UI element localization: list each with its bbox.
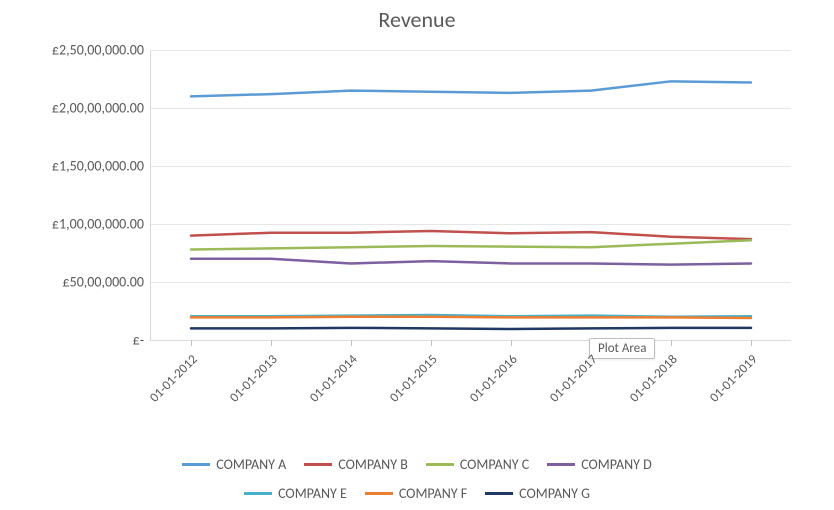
- x-axis-label: 01-01-2015: [373, 352, 440, 419]
- legend-swatch: [304, 463, 332, 466]
- y-axis-label: £1,50,00,000.00: [4, 158, 144, 175]
- x-axis-tick: [431, 340, 432, 346]
- x-axis-tick: [351, 340, 352, 346]
- series-line: [191, 259, 751, 265]
- y-axis-label: £2,00,00,000.00: [4, 100, 144, 117]
- chart-title: Revenue: [0, 6, 834, 33]
- series-line: [191, 328, 751, 329]
- y-axis-label: £2,50,00,000.00: [4, 42, 144, 59]
- legend-item[interactable]: COMPANY E: [244, 485, 347, 502]
- x-axis-label: 01-01-2018: [613, 352, 680, 419]
- x-axis-tick: [511, 340, 512, 346]
- y-axis-label: £-: [4, 332, 144, 349]
- series-line: [191, 240, 751, 249]
- series-line: [191, 317, 751, 318]
- legend-swatch: [182, 463, 210, 466]
- y-axis-label: £50,00,000.00: [4, 274, 144, 291]
- legend-item[interactable]: COMPANY C: [426, 456, 529, 473]
- tooltip-text: Plot Area: [598, 341, 646, 356]
- legend-swatch: [485, 492, 513, 495]
- series-line: [191, 231, 751, 239]
- legend-swatch: [547, 463, 575, 466]
- x-axis-label: 01-01-2012: [133, 352, 200, 419]
- series-line: [191, 81, 751, 96]
- x-axis-label: 01-01-2016: [453, 352, 520, 419]
- legend-item[interactable]: COMPANY D: [547, 456, 652, 473]
- legend-label: COMPANY D: [581, 456, 652, 473]
- legend-item[interactable]: COMPANY B: [304, 456, 408, 473]
- legend-swatch: [365, 492, 393, 495]
- legend-label: COMPANY C: [460, 456, 529, 473]
- legend-swatch: [426, 463, 454, 466]
- x-axis-tick: [271, 340, 272, 346]
- legend: COMPANY A COMPANY B COMPANY C COMPANY D COMP…: [0, 456, 834, 502]
- legend-item[interactable]: COMPANY G: [485, 485, 590, 502]
- x-axis-label: 01-01-2017: [533, 352, 600, 419]
- legend-label: COMPANY F: [399, 485, 467, 502]
- legend-item[interactable]: COMPANY A: [182, 456, 286, 473]
- x-axis-label: 01-01-2014: [293, 352, 360, 419]
- legend-item[interactable]: COMPANY F: [365, 485, 467, 502]
- x-axis-tick: [671, 340, 672, 346]
- y-axis-label: £1,00,00,000.00: [4, 216, 144, 233]
- legend-label: COMPANY B: [338, 456, 408, 473]
- plot-area-tooltip: Plot Area: [589, 338, 655, 359]
- plot-area[interactable]: Plot Area: [150, 50, 791, 341]
- legend-label: COMPANY G: [519, 485, 590, 502]
- x-axis-tick: [751, 340, 752, 346]
- legend-label: COMPANY A: [216, 456, 286, 473]
- x-axis-label: 01-01-2013: [213, 352, 280, 419]
- series-lines: [151, 50, 791, 340]
- x-axis-label: 01-01-2019: [693, 352, 760, 419]
- legend-label: COMPANY E: [278, 485, 347, 502]
- revenue-line-chart: Revenue £- £50,00,000.00 £1,00,00,000.00 £1…: [0, 0, 834, 510]
- legend-swatch: [244, 492, 272, 495]
- x-axis-tick: [191, 340, 192, 346]
